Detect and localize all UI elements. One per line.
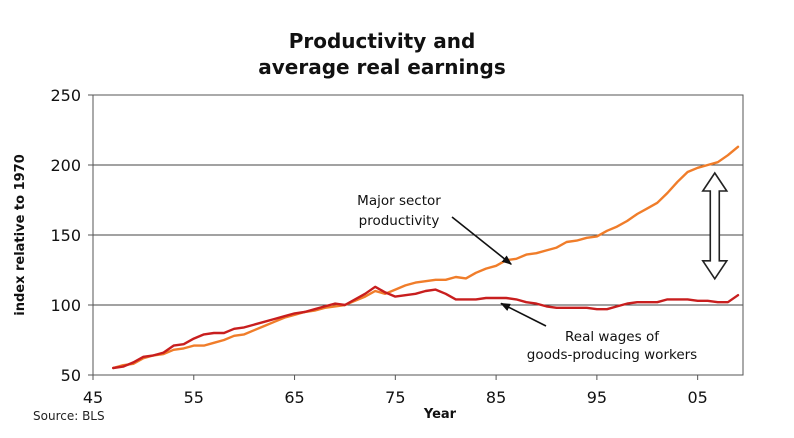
annotation-productivity-arrow: [451, 216, 512, 265]
x-tick-label-45: 45: [83, 388, 103, 407]
x-tick-label-95: 95: [587, 388, 607, 407]
annotation-wages-line-1: Real wages of: [565, 329, 660, 345]
annotation-productivity-line-2: productivity: [359, 213, 440, 229]
annotation-productivity-line-1: Major sector: [357, 193, 441, 209]
y-tick-label-150: 150: [50, 226, 81, 245]
y-tick-label-100: 100: [50, 296, 81, 315]
x-tick-label-85: 85: [486, 388, 506, 407]
gridlines: [93, 164, 743, 306]
annotation-wages-arrow: [500, 302, 547, 327]
y-axis-label: index relative to 1970: [13, 154, 28, 316]
series-layer: [111, 145, 740, 370]
y-tick-label-200: 200: [50, 156, 81, 175]
annotation-wages-line-2: goods-producing workers: [527, 347, 697, 363]
series-line-productivity: [111, 145, 740, 370]
series-line-real-wages: [111, 285, 740, 370]
x-axis-label: Year: [423, 407, 457, 422]
y-axis-ticks: 50 100 150 200 250: [50, 86, 93, 385]
x-tick-label-05: 05: [687, 388, 707, 407]
x-tick-label-55: 55: [184, 388, 204, 407]
x-tick-label-65: 65: [284, 388, 304, 407]
x-tick-label-75: 75: [385, 388, 405, 407]
chart-title-line-2: average real earnings: [258, 55, 506, 79]
source-note: Source: BLS: [33, 409, 105, 423]
y-tick-label-50: 50: [61, 366, 81, 385]
gap-double-arrow: [701, 171, 729, 281]
y-tick-label-250: 250: [50, 86, 81, 105]
x-axis-ticks: 45 55 65 75 85 95 05: [83, 375, 708, 407]
chart-title-line-1: Productivity and: [289, 29, 476, 53]
